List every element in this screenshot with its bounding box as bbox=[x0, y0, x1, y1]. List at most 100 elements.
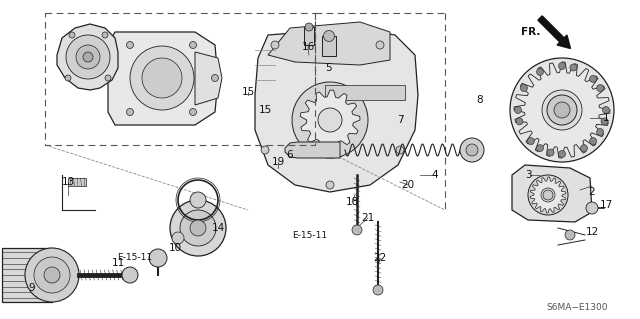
Circle shape bbox=[547, 149, 554, 156]
Circle shape bbox=[83, 52, 93, 62]
Circle shape bbox=[211, 75, 218, 81]
Circle shape bbox=[510, 58, 614, 162]
Circle shape bbox=[261, 146, 269, 154]
Circle shape bbox=[536, 145, 543, 152]
Circle shape bbox=[520, 85, 527, 92]
Text: 18: 18 bbox=[346, 197, 358, 207]
Polygon shape bbox=[108, 32, 218, 125]
Circle shape bbox=[305, 23, 313, 31]
Circle shape bbox=[105, 75, 111, 81]
Circle shape bbox=[25, 248, 79, 302]
Circle shape bbox=[596, 85, 604, 92]
Text: 9: 9 bbox=[29, 283, 35, 293]
Circle shape bbox=[565, 230, 575, 240]
Polygon shape bbox=[57, 24, 118, 90]
Text: 12: 12 bbox=[586, 227, 598, 237]
Text: 7: 7 bbox=[397, 115, 403, 125]
Circle shape bbox=[127, 108, 134, 115]
Polygon shape bbox=[195, 52, 222, 105]
Polygon shape bbox=[530, 177, 566, 213]
Circle shape bbox=[543, 190, 553, 200]
Circle shape bbox=[580, 145, 588, 152]
Circle shape bbox=[541, 188, 555, 202]
Polygon shape bbox=[268, 22, 390, 65]
Circle shape bbox=[180, 210, 216, 246]
Circle shape bbox=[515, 107, 522, 114]
Circle shape bbox=[189, 41, 196, 48]
Text: E-15-11: E-15-11 bbox=[117, 254, 152, 263]
Text: 14: 14 bbox=[211, 223, 225, 233]
Circle shape bbox=[34, 257, 70, 293]
Circle shape bbox=[460, 138, 484, 162]
Circle shape bbox=[542, 90, 582, 130]
Circle shape bbox=[376, 41, 384, 49]
Polygon shape bbox=[514, 62, 610, 158]
Bar bbox=[45, 13, 315, 145]
Circle shape bbox=[559, 151, 566, 158]
Bar bbox=[304, 27, 314, 45]
Polygon shape bbox=[512, 165, 592, 222]
Circle shape bbox=[586, 202, 598, 214]
Polygon shape bbox=[2, 248, 52, 302]
Circle shape bbox=[190, 220, 206, 236]
Circle shape bbox=[149, 249, 167, 267]
Circle shape bbox=[271, 41, 279, 49]
Circle shape bbox=[570, 64, 577, 71]
Circle shape bbox=[596, 129, 604, 136]
Bar bbox=[325, 85, 405, 100]
Text: 16: 16 bbox=[301, 42, 315, 52]
Text: 11: 11 bbox=[111, 258, 125, 268]
Circle shape bbox=[44, 267, 60, 283]
Text: 15: 15 bbox=[241, 87, 255, 97]
Text: 10: 10 bbox=[168, 243, 182, 253]
Circle shape bbox=[554, 102, 570, 118]
Polygon shape bbox=[255, 28, 418, 192]
Text: 20: 20 bbox=[401, 180, 415, 190]
Text: 21: 21 bbox=[362, 213, 374, 223]
Circle shape bbox=[589, 75, 596, 82]
Text: E-15-11: E-15-11 bbox=[292, 231, 328, 240]
Circle shape bbox=[326, 181, 334, 189]
Circle shape bbox=[65, 75, 71, 81]
Text: 19: 19 bbox=[271, 157, 285, 167]
Text: 5: 5 bbox=[326, 63, 332, 73]
Circle shape bbox=[559, 63, 566, 70]
Text: 2: 2 bbox=[589, 187, 595, 197]
Text: 15: 15 bbox=[259, 105, 271, 115]
Text: 4: 4 bbox=[432, 170, 438, 180]
Text: 22: 22 bbox=[373, 253, 387, 263]
Text: FR.: FR. bbox=[520, 27, 540, 37]
Circle shape bbox=[536, 68, 543, 75]
Text: 17: 17 bbox=[600, 200, 612, 210]
Circle shape bbox=[466, 144, 478, 156]
Text: 3: 3 bbox=[525, 170, 531, 180]
Circle shape bbox=[69, 32, 75, 38]
Polygon shape bbox=[285, 142, 340, 158]
Circle shape bbox=[122, 267, 138, 283]
Circle shape bbox=[172, 232, 184, 244]
Circle shape bbox=[352, 225, 362, 235]
Circle shape bbox=[170, 200, 226, 256]
FancyArrow shape bbox=[538, 16, 570, 48]
Circle shape bbox=[127, 41, 134, 48]
Circle shape bbox=[318, 108, 342, 132]
Circle shape bbox=[102, 32, 108, 38]
Text: 8: 8 bbox=[477, 95, 483, 105]
Circle shape bbox=[66, 35, 110, 79]
Circle shape bbox=[516, 118, 523, 125]
Circle shape bbox=[76, 45, 100, 69]
Circle shape bbox=[547, 95, 577, 125]
Text: 6: 6 bbox=[287, 150, 293, 160]
Circle shape bbox=[602, 107, 609, 114]
Circle shape bbox=[601, 118, 608, 125]
Polygon shape bbox=[530, 68, 582, 148]
Circle shape bbox=[189, 108, 196, 115]
Circle shape bbox=[527, 137, 534, 145]
Bar bbox=[322, 36, 336, 56]
Bar bbox=[68, 178, 86, 186]
Text: 1: 1 bbox=[603, 113, 609, 123]
Text: 13: 13 bbox=[61, 177, 75, 187]
Text: S6MA−E1300: S6MA−E1300 bbox=[547, 303, 608, 313]
Circle shape bbox=[589, 137, 596, 145]
Circle shape bbox=[373, 285, 383, 295]
